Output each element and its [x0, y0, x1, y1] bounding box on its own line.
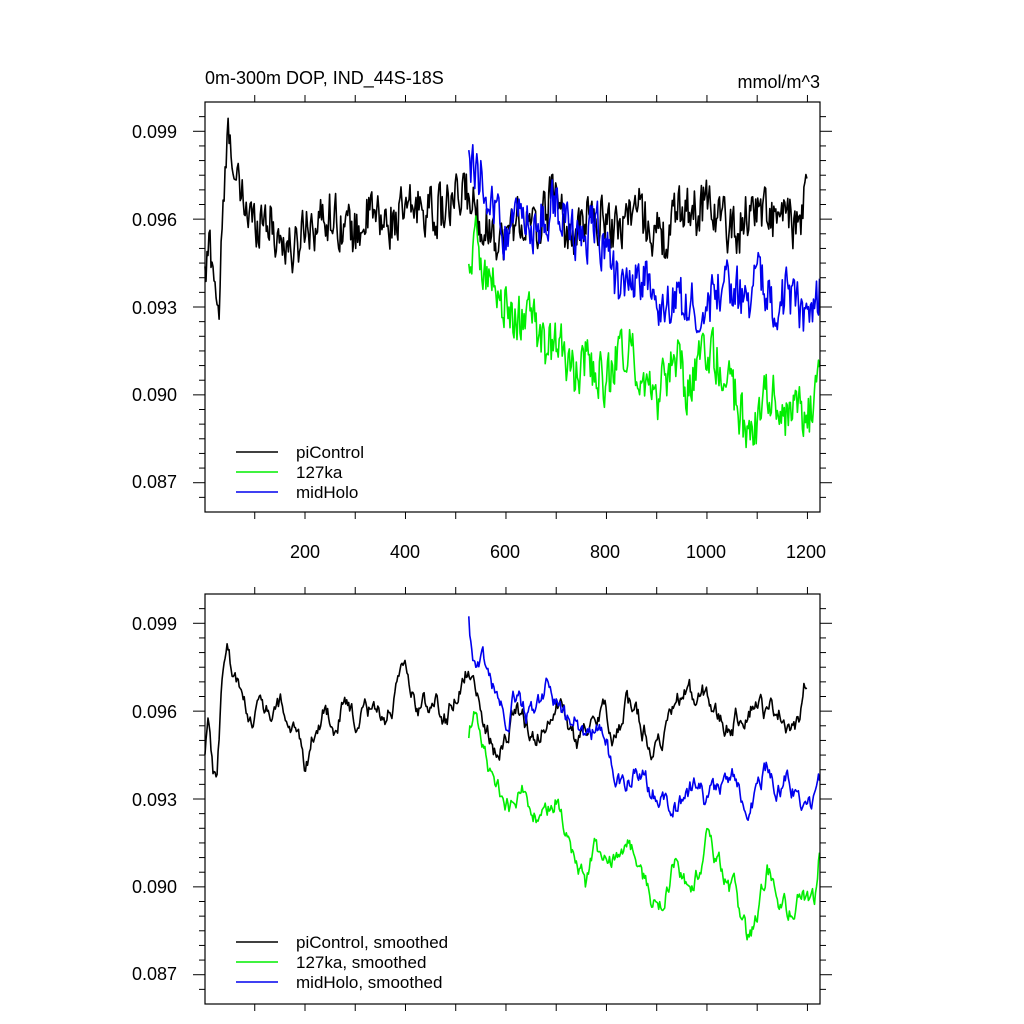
legend-label-picontrol: piControl — [296, 443, 364, 462]
x-tick-label: 1000 — [686, 542, 726, 562]
series-line-127ka — [468, 215, 821, 449]
y-tick-label: 0.093 — [132, 298, 177, 318]
bottom-panel-legend: piControl, smoothed 127ka, smoothed midH… — [236, 933, 448, 992]
legend-label-midholo-smoothed: midHolo, smoothed — [296, 973, 442, 992]
y-tick-label: 0.087 — [132, 472, 177, 492]
x-tick-label: 600 — [490, 542, 520, 562]
y-tick-label: 0.090 — [132, 385, 177, 405]
top-panel-x-tick-labels: 200 400 600 800 1000 1200 — [290, 542, 826, 562]
bottom-panel-y-tick-labels: 0.087 0.090 0.093 0.096 0.099 — [132, 614, 177, 984]
y-tick-label: 0.087 — [132, 964, 177, 984]
legend-label-picontrol-smoothed: piControl, smoothed — [296, 933, 448, 952]
x-tick-label: 200 — [290, 542, 320, 562]
y-tick-label: 0.090 — [132, 877, 177, 897]
bottom-panel-frame — [204, 593, 821, 1005]
top-panel-y-tick-labels: 0.087 0.090 0.093 0.096 0.099 — [132, 122, 177, 492]
top-panel-units: mmol/m^3 — [738, 72, 820, 92]
x-tick-label: 800 — [590, 542, 620, 562]
top-panel: 0m-300m DOP, IND_44S-18S mmol/m^3 0.087 … — [132, 68, 832, 562]
top-panel-legend: piControl 127ka midHolo — [236, 443, 364, 502]
y-tick-label: 0.099 — [132, 614, 177, 634]
top-panel-frame — [204, 101, 821, 513]
series-line-midholo-smoothed — [468, 616, 821, 822]
series-line-picontrol-smoothed — [204, 642, 808, 778]
y-tick-label: 0.093 — [132, 790, 177, 810]
series-line-midholo — [468, 144, 821, 334]
top-panel-title: 0m-300m DOP, IND_44S-18S — [205, 68, 444, 89]
y-tick-label: 0.096 — [132, 210, 177, 230]
y-tick-label: 0.099 — [132, 122, 177, 142]
bottom-panel-ticks — [193, 587, 832, 1011]
top-panel-ticks — [193, 95, 832, 519]
x-tick-label: 1200 — [786, 542, 826, 562]
y-tick-label: 0.096 — [132, 702, 177, 722]
series-line-127ka-smoothed — [468, 710, 821, 941]
bottom-panel: 0.087 0.090 0.093 0.096 0.099 piControl,… — [132, 587, 832, 1011]
top-panel-series — [204, 117, 821, 449]
x-tick-label: 400 — [390, 542, 420, 562]
bottom-panel-series — [204, 616, 821, 941]
legend-label-127ka: 127ka — [296, 463, 343, 482]
legend-label-127ka-smoothed: 127ka, smoothed — [296, 953, 426, 972]
legend-label-midholo: midHolo — [296, 483, 358, 502]
